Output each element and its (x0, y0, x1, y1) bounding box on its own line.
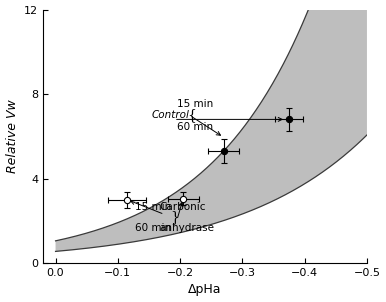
Text: 15 min: 15 min (177, 99, 213, 109)
Text: }: } (170, 210, 179, 225)
Text: Carbonic: Carbonic (159, 202, 206, 212)
Text: {: { (188, 108, 196, 122)
Text: Control: Control (152, 110, 190, 120)
Text: 60 min: 60 min (135, 223, 171, 233)
X-axis label: ΔpHa: ΔpHa (188, 284, 222, 297)
Text: 15 min: 15 min (134, 202, 171, 212)
Text: 60 min: 60 min (177, 121, 213, 131)
Text: anhydrase: anhydrase (159, 223, 215, 233)
Y-axis label: Relative Vw: Relative Vw (5, 99, 19, 173)
